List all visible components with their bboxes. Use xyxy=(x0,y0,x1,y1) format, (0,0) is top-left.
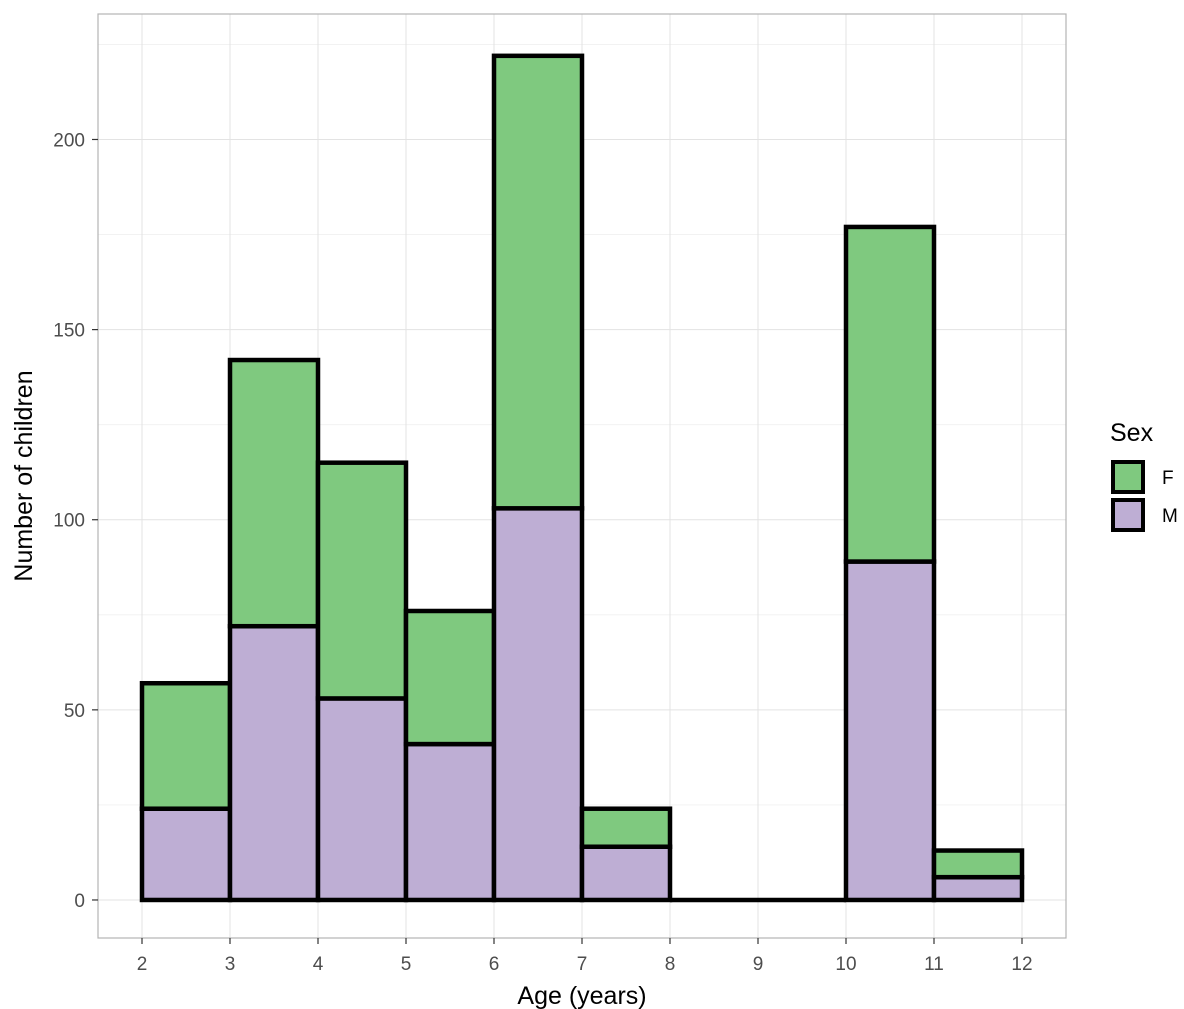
bar-m xyxy=(403,741,497,903)
legend-title: Sex xyxy=(1110,419,1154,447)
x-tick-label: 5 xyxy=(401,954,412,975)
x-tick-label: 10 xyxy=(835,954,856,975)
bar-f xyxy=(403,608,497,747)
bar-f xyxy=(491,53,585,511)
x-tick-label: 4 xyxy=(313,954,324,975)
bar-m xyxy=(843,559,937,903)
bar-m xyxy=(579,844,673,903)
x-tick-label: 3 xyxy=(225,954,236,975)
x-tick-label: 9 xyxy=(753,954,764,975)
y-tick-label: 50 xyxy=(64,701,85,722)
bar-f xyxy=(227,357,321,629)
legend: Sex FM xyxy=(1110,419,1178,532)
bar-f xyxy=(931,848,1025,880)
legend-label-f: F xyxy=(1162,468,1174,489)
bar-f xyxy=(139,680,233,811)
x-tick-label: 2 xyxy=(137,954,148,975)
legend-label-m: M xyxy=(1162,506,1178,527)
x-tick-label: 7 xyxy=(577,954,588,975)
y-tick-label: 100 xyxy=(53,511,85,532)
y-tick-label: 0 xyxy=(74,891,85,912)
x-tick-label: 8 xyxy=(665,954,676,975)
bar-f xyxy=(843,224,937,564)
bar-m xyxy=(931,874,1025,903)
legend-key-m xyxy=(1111,498,1145,532)
bars xyxy=(139,53,1025,903)
bar-m xyxy=(315,696,409,903)
x-tick-label: 12 xyxy=(1011,954,1032,975)
bar-m xyxy=(227,623,321,903)
legend-key-f xyxy=(1111,460,1145,494)
bar-m xyxy=(139,806,233,903)
x-tick-label: 11 xyxy=(924,954,944,975)
y-tick-label: 150 xyxy=(53,321,85,342)
x-tick-label: 6 xyxy=(489,954,500,975)
bar-f xyxy=(315,460,409,701)
bar-m xyxy=(491,506,585,903)
y-tick-label: 200 xyxy=(53,130,85,151)
x-axis-title: Age (years) xyxy=(517,982,646,1009)
y-axis-title: Number of children xyxy=(10,370,38,581)
x-axis: 2 3 4 5 6 7 8 9 10 11 12 xyxy=(137,938,1033,975)
y-axis: 0 50 100 150 200 xyxy=(53,130,98,912)
bar-f xyxy=(579,806,673,849)
